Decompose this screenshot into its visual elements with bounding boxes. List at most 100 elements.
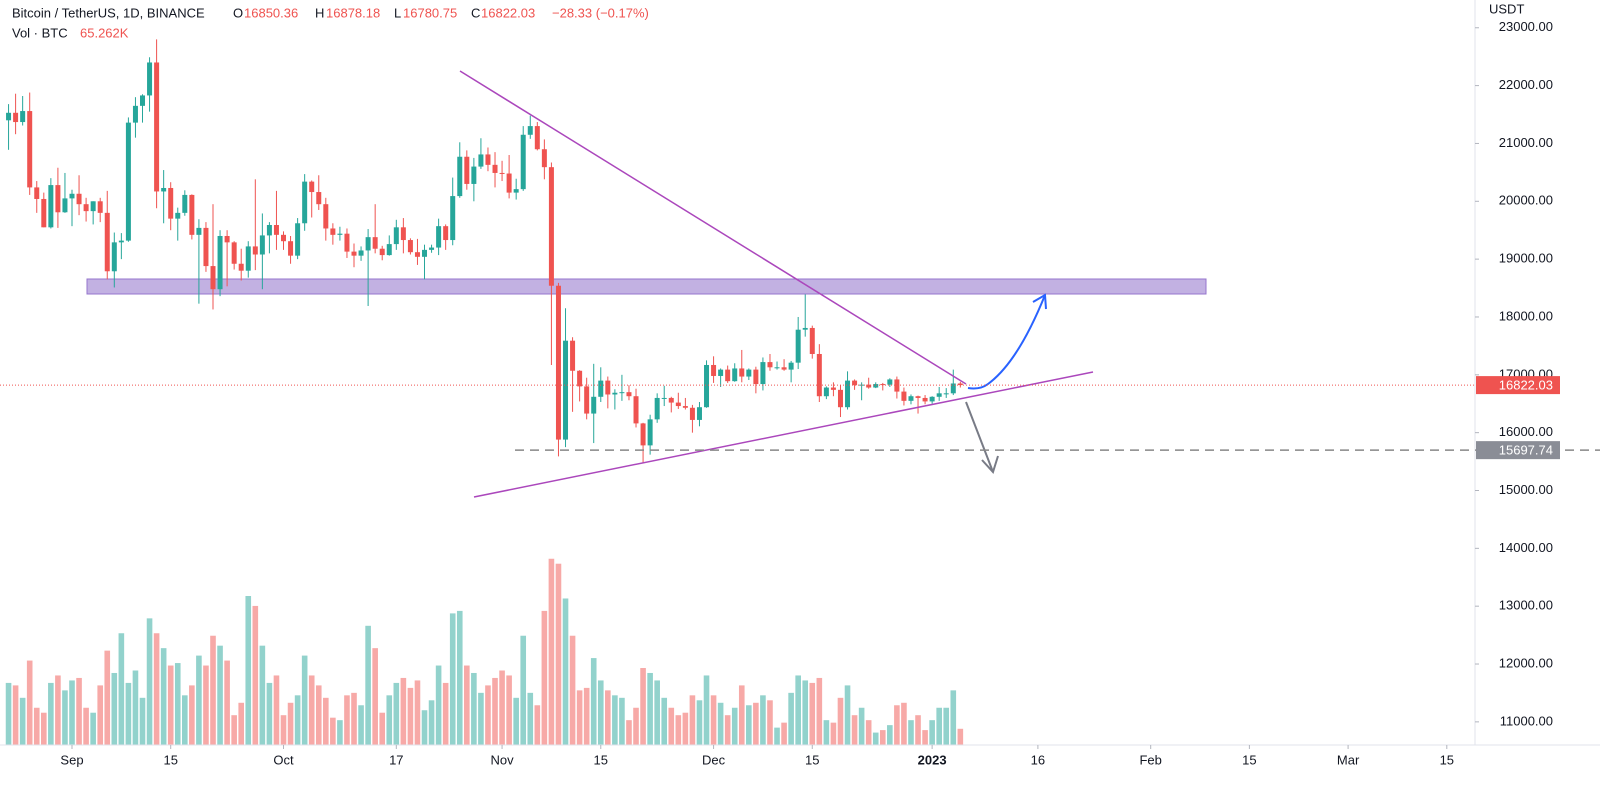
ohlc-value: 16850.36	[244, 5, 298, 20]
volume-bar	[308, 675, 315, 745]
x-tick-label: 15	[594, 752, 608, 767]
candle-body	[443, 226, 449, 241]
x-tick-label: 15	[1242, 752, 1256, 767]
candle-body	[422, 249, 428, 257]
volume-bar	[619, 697, 625, 745]
x-tick-label: Dec	[702, 752, 726, 767]
candle-body	[689, 407, 695, 420]
volume-bar	[69, 680, 75, 745]
candle-body	[598, 380, 604, 397]
volume-bar	[894, 705, 900, 745]
candle-body	[732, 368, 738, 382]
x-tick-label: Nov	[491, 752, 515, 767]
candle-body	[245, 246, 251, 271]
candle-body	[795, 329, 801, 363]
volume-bar	[936, 707, 942, 745]
volume-bar	[879, 730, 886, 745]
volume-bar	[576, 690, 583, 745]
volume-bar	[337, 720, 343, 745]
volume-bar	[351, 692, 357, 745]
volume-bar	[809, 682, 816, 745]
volume-bar	[33, 707, 40, 745]
y-tick-label: 12000.00	[1499, 655, 1553, 670]
y-tick-label: 13000.00	[1499, 598, 1553, 613]
volume-bar	[449, 613, 456, 745]
volume-bar	[125, 682, 132, 745]
volume-bar	[823, 720, 830, 745]
candle-body	[83, 204, 89, 212]
candle-body	[837, 389, 843, 408]
candle-body	[922, 397, 928, 402]
volume-bar	[358, 705, 364, 745]
y-tick-label: 21000.00	[1499, 135, 1553, 150]
volume-bar	[724, 715, 731, 745]
volume-bar	[478, 692, 484, 745]
candle-body	[429, 247, 435, 250]
volume-bar	[865, 720, 872, 745]
volume-bar	[323, 697, 329, 745]
volume-bar	[196, 655, 202, 745]
candle-body	[746, 369, 752, 377]
candle-body	[34, 187, 40, 199]
candle-body	[217, 235, 223, 290]
candle-body	[196, 227, 202, 235]
volume-bar	[153, 633, 160, 745]
volume-bar	[717, 702, 724, 745]
volume-bar	[167, 665, 174, 745]
volume-bar	[661, 697, 668, 745]
price-unit: USDT	[1489, 1, 1524, 16]
candle-body	[407, 240, 413, 253]
volume-bar	[590, 658, 597, 745]
ohlc-key: C	[471, 5, 480, 20]
candle-body	[154, 62, 160, 192]
candle-body	[281, 234, 287, 242]
volume-bar	[259, 645, 266, 745]
last-price-tag	[1476, 376, 1560, 395]
ohlc-key: L	[394, 5, 401, 20]
candle-body	[513, 189, 519, 193]
candle-body	[386, 244, 392, 256]
candle-body	[499, 172, 505, 174]
volume-bar	[612, 695, 618, 745]
candle-body	[816, 353, 822, 397]
volume-bar	[520, 635, 527, 745]
candle-body	[830, 387, 836, 390]
volume-bar	[26, 660, 33, 745]
candle-body	[189, 194, 195, 235]
symbol-title: Bitcoin / TetherUS, 1D, BINANCE	[12, 5, 205, 20]
candle-body	[69, 193, 75, 199]
candle-body	[668, 397, 674, 403]
candle-body	[548, 167, 554, 286]
volume-bar	[802, 680, 809, 745]
volume-bar	[513, 697, 519, 745]
volume-bar	[111, 672, 118, 745]
candle-body	[203, 227, 209, 267]
volume-bar	[682, 712, 689, 745]
y-tick-label: 11000.00	[1500, 713, 1553, 728]
volume-bar	[668, 707, 675, 745]
volume-bar	[774, 727, 780, 745]
volume-bar	[760, 695, 766, 745]
volume-bar	[675, 715, 682, 745]
x-tick-label: Mar	[1337, 752, 1360, 767]
x-tick-label: 15	[163, 752, 177, 767]
change-value: −28.33 (−0.17%)	[552, 5, 649, 20]
volume-bar	[379, 712, 386, 745]
volume-bar	[795, 675, 801, 745]
volume-bar	[781, 722, 787, 745]
candle-body	[901, 391, 907, 401]
volume-bar	[217, 645, 223, 745]
volume-bar	[689, 695, 696, 745]
candle-body	[365, 237, 371, 251]
volume-bar	[273, 675, 280, 745]
volume-bar	[224, 660, 230, 745]
volume-bar	[365, 625, 371, 745]
candle-body	[337, 233, 343, 235]
volume-bar	[633, 707, 639, 745]
ohlc-value: 16780.75	[403, 5, 457, 20]
candle-body	[414, 252, 420, 257]
volume-bar	[541, 610, 548, 745]
volume-bar	[830, 722, 837, 745]
volume-bar	[104, 650, 111, 745]
